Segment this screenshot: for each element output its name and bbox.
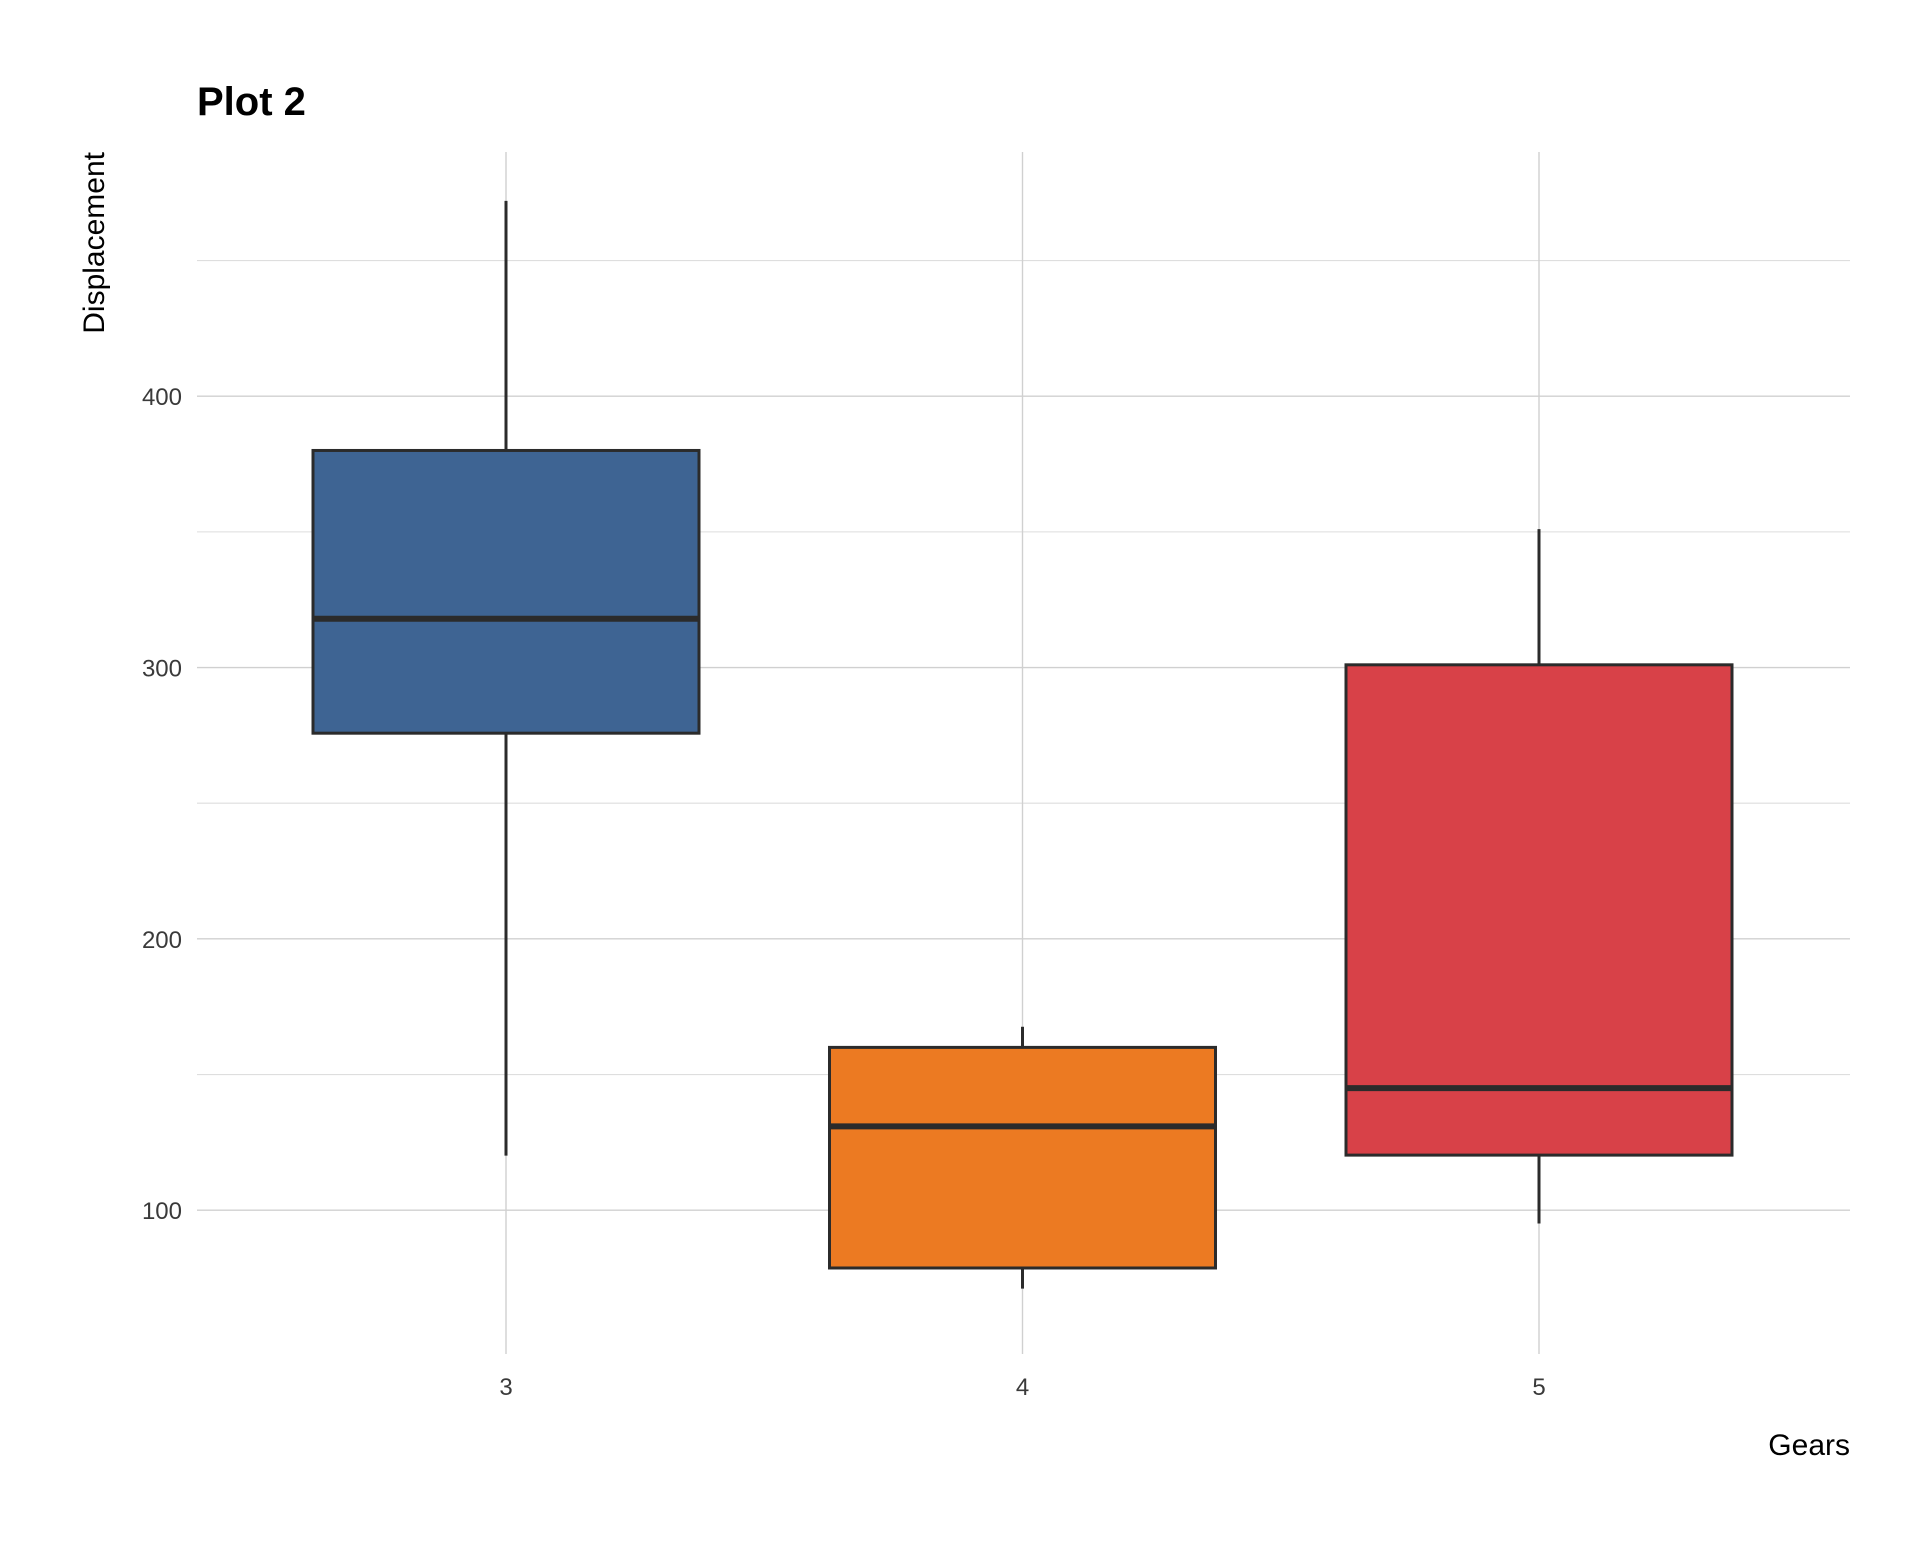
box-layer bbox=[311, 200, 1734, 1289]
tick-layer: 100 200 300 400 3 4 5 bbox=[142, 384, 1546, 1401]
box-group-gear-5 bbox=[1344, 529, 1734, 1224]
chart-title: Plot 2 bbox=[197, 80, 306, 124]
y-axis-title: Displacement bbox=[78, 151, 111, 333]
y-tick-label: 200 bbox=[142, 927, 182, 954]
x-axis-title: Gears bbox=[1768, 1429, 1850, 1462]
box-iqr bbox=[828, 1045, 1217, 1270]
box-group-gear-4 bbox=[828, 1026, 1217, 1289]
box-group-gear-3 bbox=[311, 200, 701, 1156]
x-tick-label: 3 bbox=[499, 1374, 512, 1401]
x-tick-label: 5 bbox=[1532, 1374, 1545, 1401]
y-tick-label: 400 bbox=[142, 384, 182, 411]
y-tick-label: 300 bbox=[142, 656, 182, 683]
y-tick-label: 100 bbox=[142, 1198, 182, 1225]
box-iqr bbox=[1344, 663, 1734, 1157]
box-iqr bbox=[311, 448, 701, 735]
x-tick-label: 4 bbox=[1016, 1374, 1029, 1401]
